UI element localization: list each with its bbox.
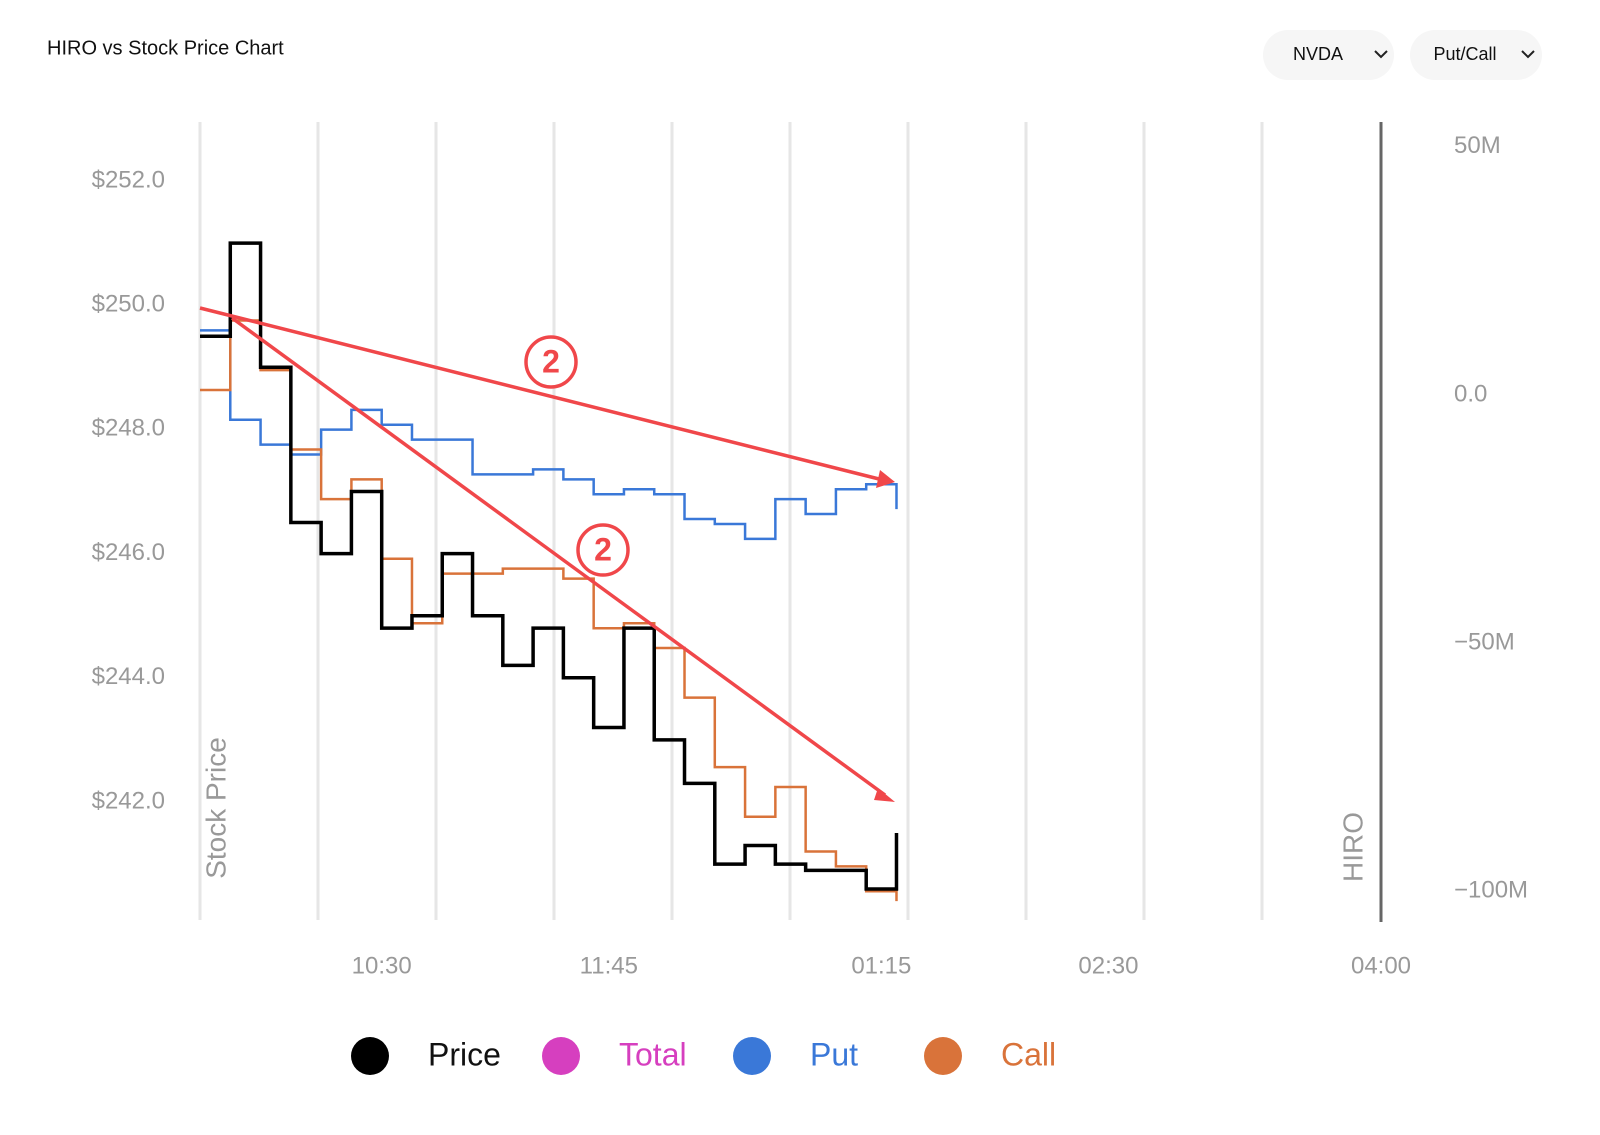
mode-dropdown[interactable]: Put/Call [1410,30,1542,80]
y-tick-label: $250.0 [92,291,165,318]
legend-swatch [924,1037,962,1075]
y-tick-label: $244.0 [92,663,165,690]
chart-title: HIRO vs Stock Price Chart [47,37,284,59]
series-line [200,241,899,891]
series-line [200,319,898,902]
y2-tick-label: 0.0 [1454,380,1487,407]
y-axis-label: Stock Price [200,737,231,879]
annotations [199,306,895,802]
y-tick-label: $248.0 [92,415,165,442]
y2-tick-label: −50M [1454,628,1515,655]
legend-label: Price [428,1036,501,1072]
legend-swatch [733,1037,771,1075]
ticker-dropdown[interactable]: NVDA [1263,30,1394,80]
x-tick-label: 02:30 [1078,952,1138,979]
legend-swatch [542,1037,580,1075]
y-tick-label: $246.0 [92,539,165,566]
annotation-label: 2 [594,531,612,567]
y2-axis-label: HIRO [1337,812,1368,882]
legend-label: Call [1001,1036,1056,1072]
legend-swatch [351,1037,389,1075]
y2-tick-label: −100M [1454,877,1528,904]
legend-label: Put [810,1036,858,1072]
mode-label[interactable]: Put/Call [1433,44,1496,64]
y2-tick-label: 50M [1454,132,1501,159]
series-line [200,329,898,541]
ticker-label[interactable]: NVDA [1293,44,1343,64]
x-tick-label: 01:15 [851,952,911,979]
vertical-grid [198,122,1264,920]
legend-label: Total [619,1036,687,1072]
x-tick-label: 04:00 [1351,952,1411,979]
annotation-label: 2 [542,343,560,379]
y-tick-label: $242.0 [92,787,165,814]
y-tick-label: $252.0 [92,166,165,193]
x-tick-label: 11:45 [580,952,638,979]
x-tick-label: 10:30 [352,952,412,979]
